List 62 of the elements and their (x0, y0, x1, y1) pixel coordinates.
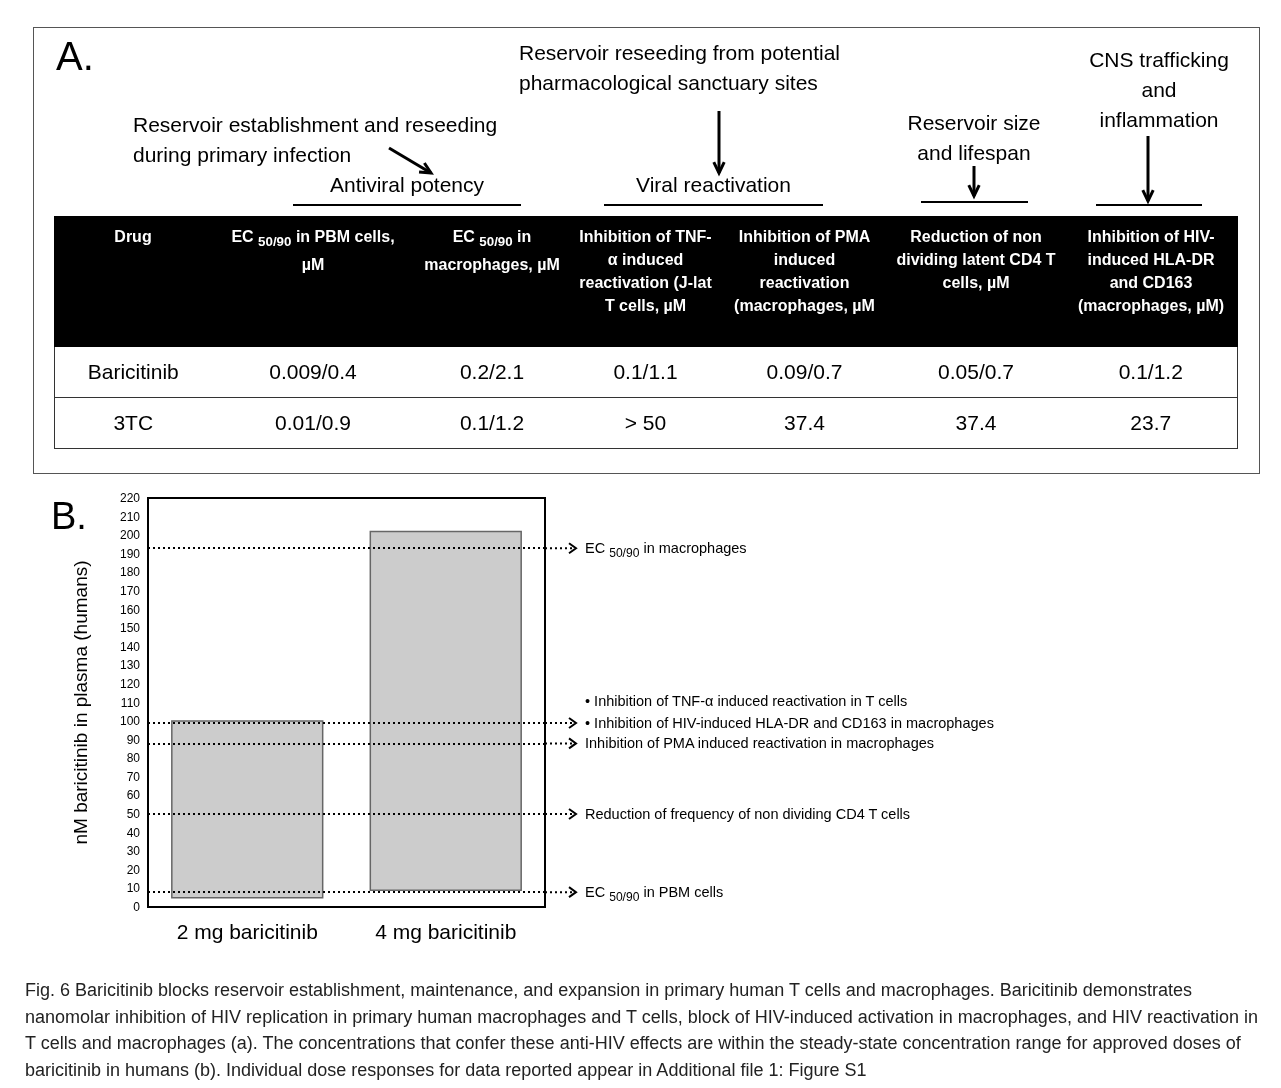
y-tick-label: 210 (119, 509, 141, 524)
y-tick-label: 20 (126, 862, 141, 877)
text: • Inhibition of TNF-α induced reactivation in T cells (585, 691, 908, 710)
y-tick-label: 50 (126, 807, 141, 822)
y-tick-label: 110 (120, 695, 141, 710)
text: Reservoir size and lifespan (906, 110, 1042, 166)
y-tick-label: 120 (119, 676, 141, 691)
category-label: EC $_{50/90}$ in macrophages, µM (414, 216, 570, 347)
y-tick-label: 100 (119, 714, 141, 729)
x-tick-label: 4 mg baricitinib (375, 920, 517, 943)
category-label: Drug (54, 216, 212, 347)
ref-line-label: • Inhibition of HIV-induced HLA-DR and CD163 in macrophages (585, 713, 994, 732)
y-tick-label: 40 (126, 825, 141, 840)
caption: Fig. 6 Baricitinib blocks reservoir establishment, maintenance, and expansion in primary human T cells and macrophages. Baricitinib demonstrates nanomolar inhibition of HIV replication in primary human macrophages and T cells, block of HIV-induced activation in macrophages, and HIV reactivation in T cells and macrophages (a). The concentrations that confer these anti-HIV effects are within the steady-state concentration range for approved doses of baricitinib in humans (b). Individual dose responses for data reported appear in Additional file 1: Figure S1 (25, 979, 1259, 1082)
category-label: Reduction of non dividing latent CD4 T cells, µM (887, 216, 1065, 347)
y-tick-label: 140 (119, 639, 141, 654)
category-label: Inhibition of HIV-induced HLA-DR and CD163 (macrophages, µM) (1064, 216, 1238, 347)
y-tick-label: 170 (119, 583, 141, 598)
y-tick-label: 220 (119, 491, 141, 505)
category-label: Baricitinib (87, 360, 179, 383)
text: 23.7 (1130, 411, 1172, 434)
y-tick-label: 190 (119, 546, 141, 561)
y-tick-label: 60 (126, 788, 141, 803)
category-label: Inhibition of TNF-α induced reactivation (J-lat T cells, µM (569, 216, 722, 347)
text: Reservoir reseeding from potential pharmacological sanctuary sites (519, 40, 841, 96)
text: 0.01/0.9 (275, 411, 351, 434)
text: 0.05/0.7 (938, 360, 1014, 383)
ref-line-label: EC $_{50/90}$ in macrophages (585, 539, 747, 563)
text: 0.09/0.7 (766, 360, 843, 383)
text: 0.1/1.1 (613, 360, 678, 383)
text: CNS trafficking and inflammation (1089, 47, 1229, 133)
x-tick-label: 2 mg baricitinib (176, 920, 318, 943)
y-tick-label: 0 (133, 900, 141, 914)
y-tick-label: 180 (119, 565, 141, 580)
text: > 50 (624, 411, 667, 434)
y-tick-label: 200 (119, 528, 141, 543)
text: 0.009/0.4 (269, 360, 357, 383)
text: Reservoir establishment and reseeding during primary infection (133, 112, 499, 168)
category-label: Inhibition of PMA induced reactivation (macrophages, µM (721, 216, 888, 347)
y-tick-label: 70 (126, 769, 141, 784)
ref-line-label: Inhibition of PMA induced reactivation in macrophages (585, 734, 935, 753)
text: A. (56, 34, 94, 79)
y-tick-label: 160 (119, 602, 141, 617)
chart-title: B. (51, 495, 87, 537)
y-tick-label: 150 (119, 621, 141, 636)
ref-line-label: Reduction of frequency of non dividing CD4 T cells (585, 805, 911, 824)
text: 37.4 (784, 411, 825, 434)
text: Antiviral potency (293, 170, 521, 206)
y-tick-label: 30 (126, 844, 141, 859)
text: 0.1/1.2 (459, 411, 525, 434)
y-tick-label: 130 (119, 658, 141, 673)
text: 0.2/2.1 (459, 360, 525, 383)
ref-line-label: EC $_{50/90}$ in PBM cells (585, 883, 724, 906)
y-axis-title: nM baricitinib in plasma (humans) (70, 560, 91, 845)
category-label: 3TC (113, 411, 154, 434)
category-label: EC $_{50/90}$ in PBM cells, µM (211, 216, 415, 347)
text: 37.4 (955, 411, 997, 434)
y-tick-label: 90 (126, 732, 141, 747)
y-tick-label: 10 (126, 881, 141, 896)
text: 0.1/1.2 (1118, 360, 1183, 383)
text: Viral reactivation (604, 170, 823, 206)
y-tick-label: 80 (126, 751, 141, 766)
